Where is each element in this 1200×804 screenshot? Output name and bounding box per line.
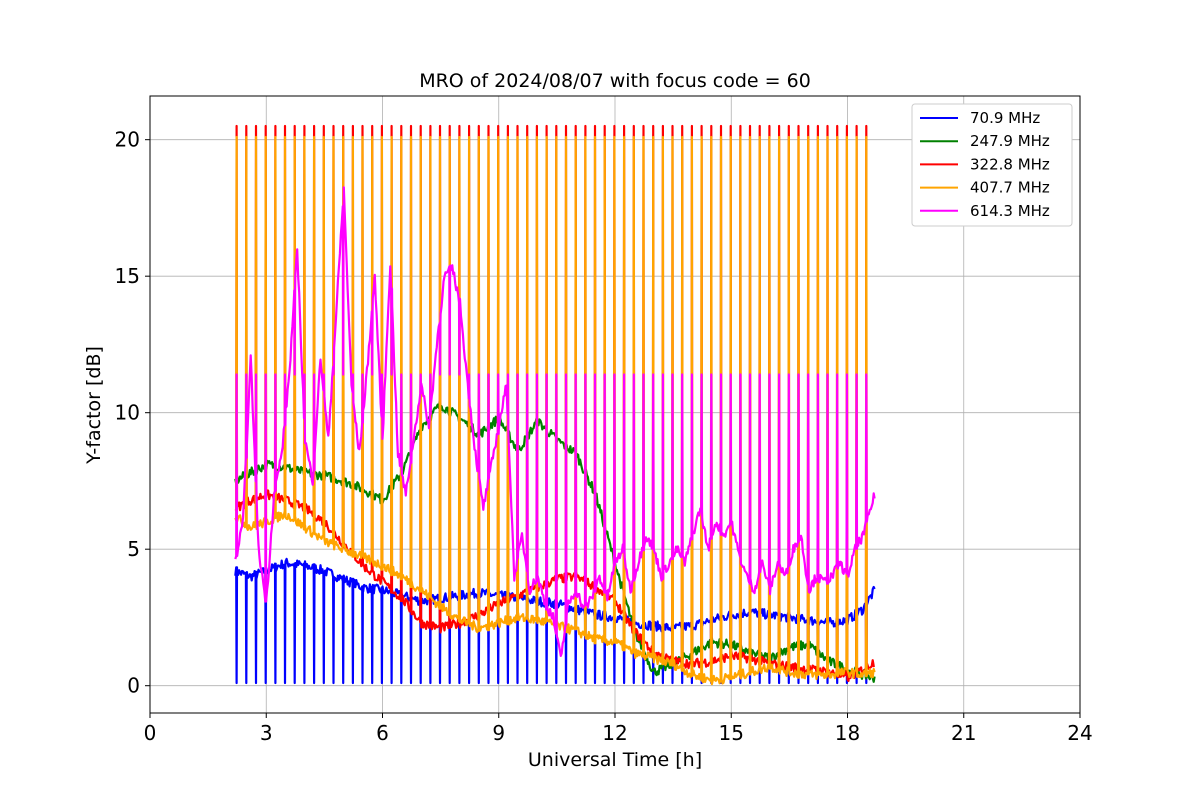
- x-tick-label: 9: [492, 721, 505, 745]
- legend: 70.9 MHz 247.9 MHz 322.8 MHz 407.7 MHz 6…: [911, 103, 1073, 227]
- x-tick-label: 15: [719, 721, 744, 745]
- x-tick-label: 3: [260, 721, 273, 745]
- legend-label: 70.9 MHz: [970, 109, 1040, 127]
- x-tick-label: 24: [1067, 721, 1092, 745]
- x-tick-label: 12: [602, 721, 627, 745]
- x-tick-label: 18: [835, 721, 860, 745]
- series-line: [234, 186, 876, 657]
- y-tick-label: 15: [115, 264, 140, 288]
- legend-frame: [911, 103, 1073, 227]
- series-group: [234, 124, 876, 686]
- legend-label: 614.3 MHz: [970, 202, 1050, 220]
- y-tick-label: 5: [127, 537, 140, 561]
- x-tick-label: 0: [144, 721, 157, 745]
- y-axis-label: Y-factor [dB]: [83, 346, 105, 465]
- y-tick-label: 10: [115, 401, 140, 425]
- y-tick-label: 0: [127, 674, 140, 698]
- ticks: 0 3 6 9 12 15 18 21 24 0 5 10 15 20: [115, 128, 1093, 745]
- y-tick-label: 20: [115, 128, 140, 152]
- legend-label: 247.9 MHz: [970, 132, 1050, 150]
- x-tick-label: 21: [951, 721, 976, 745]
- x-axis-label: Universal Time [h]: [528, 749, 702, 771]
- legend-label: 407.7 MHz: [970, 179, 1050, 197]
- legend-label: 322.8 MHz: [970, 155, 1050, 173]
- chart-title: MRO of 2024/08/07 with focus code = 60: [419, 70, 811, 92]
- x-tick-label: 6: [376, 721, 389, 745]
